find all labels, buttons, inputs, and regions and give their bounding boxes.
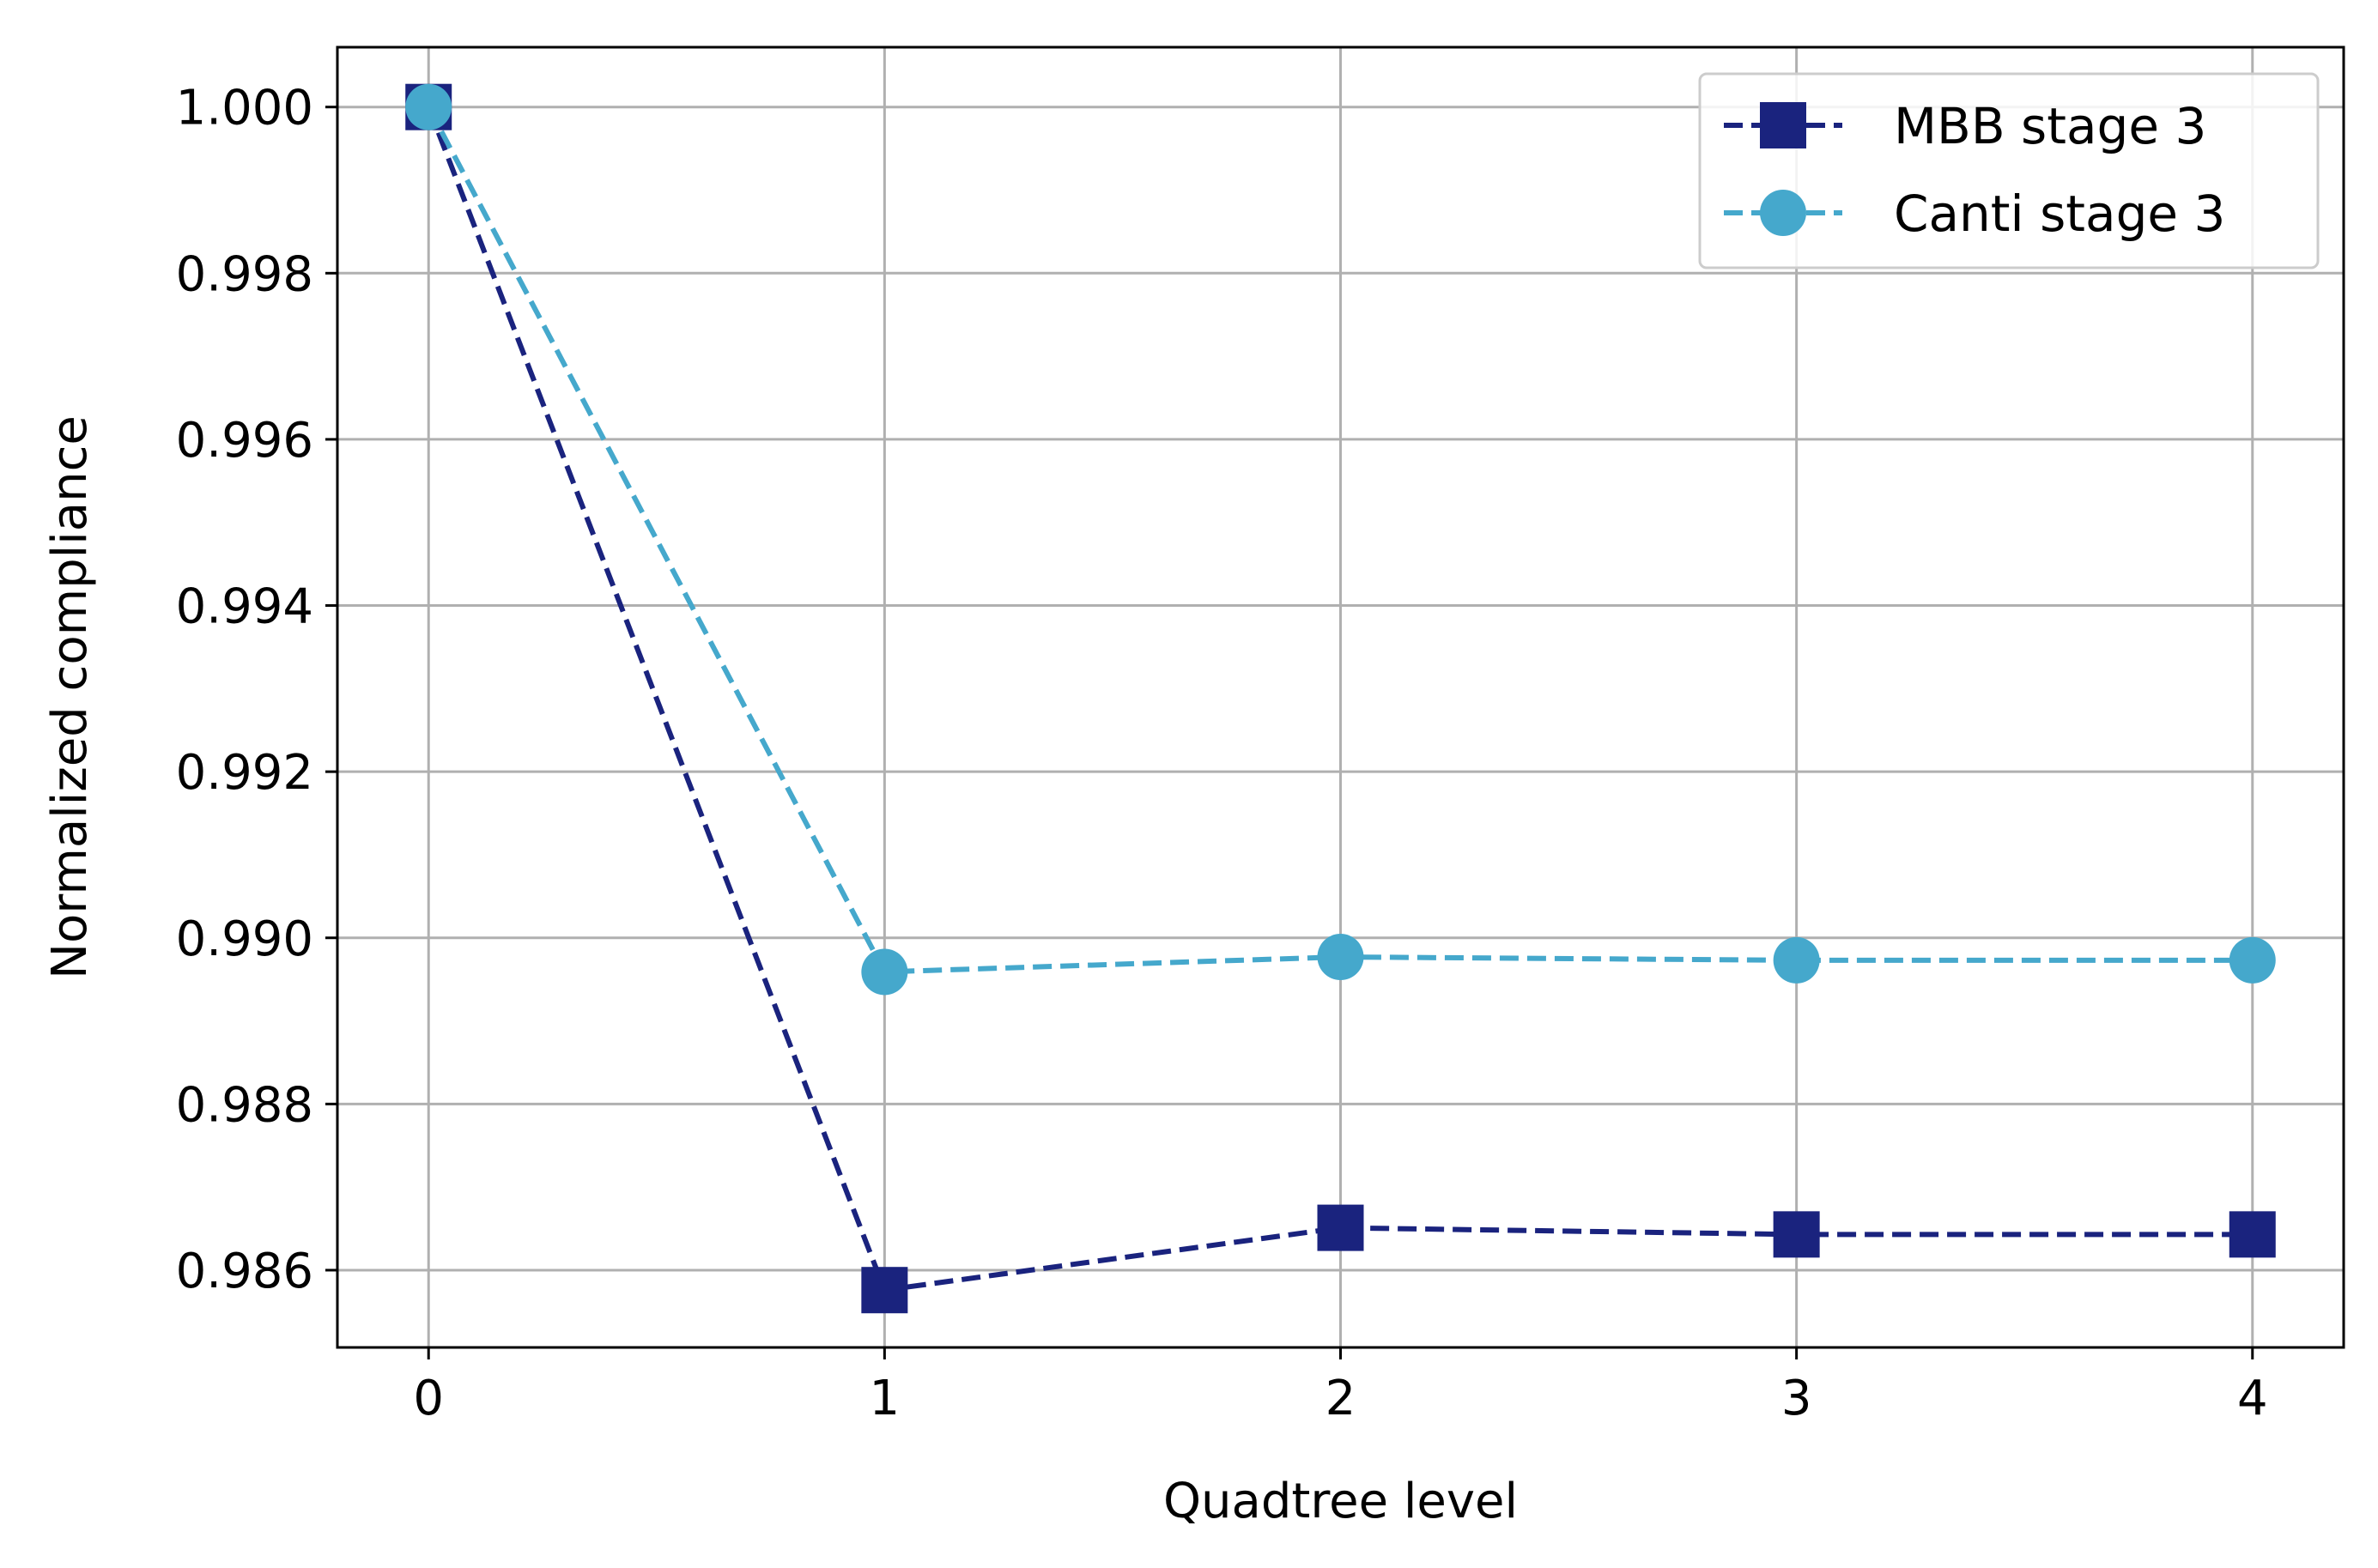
grid-lines	[337, 47, 2344, 1347]
data-point	[1317, 934, 1364, 981]
x-axis-title: Quadtree level	[1163, 1474, 1518, 1529]
legend-box	[1698, 72, 2320, 269]
legend-label: MBB stage 3	[1894, 97, 2206, 155]
y-tick-label: 0.990	[176, 911, 313, 967]
data-point	[861, 1267, 908, 1314]
legend-item: MBB stage 3	[1724, 97, 2206, 155]
data-point	[1773, 936, 1820, 984]
data-point	[2229, 1211, 2276, 1258]
data-point	[1773, 1211, 1820, 1258]
y-tick-label: 0.994	[176, 579, 313, 635]
y-tick-label: 0.998	[176, 246, 313, 302]
legend-marker	[1760, 190, 1806, 236]
x-axis: 0 1 2 3 4	[413, 1347, 2268, 1426]
y-tick-label: 0.996	[176, 413, 313, 469]
legend-item: Canti stage 3	[1724, 185, 2225, 243]
legend-label: Canti stage 3	[1894, 185, 2225, 243]
data-point	[405, 83, 452, 130]
data-point	[861, 948, 908, 996]
y-axis-title: Normalized compliance	[42, 415, 98, 979]
y-tick-label: 0.986	[176, 1244, 313, 1299]
data-point	[2229, 936, 2276, 984]
series-layer	[405, 83, 2276, 1314]
x-tick-label: 0	[413, 1371, 444, 1426]
legend-marker	[1760, 102, 1806, 148]
y-tick-label: 0.988	[176, 1077, 313, 1133]
x-tick-label: 2	[1325, 1371, 1356, 1426]
legend: MBB stage 3 Canti stage 3	[1698, 72, 2320, 269]
y-tick-label: 0.992	[176, 745, 313, 801]
x-tick-label: 3	[1781, 1371, 1812, 1426]
y-axis: 0.986 0.988 0.990 0.992 0.994 0.996 0.998 1.000	[176, 81, 337, 1299]
x-tick-label: 1	[870, 1371, 901, 1426]
y-tick-label: 1.000	[176, 81, 313, 136]
series-canti	[405, 83, 2276, 996]
series-line	[426, 106, 2253, 1293]
x-tick-label: 4	[2237, 1371, 2268, 1426]
data-point	[1317, 1204, 1364, 1251]
